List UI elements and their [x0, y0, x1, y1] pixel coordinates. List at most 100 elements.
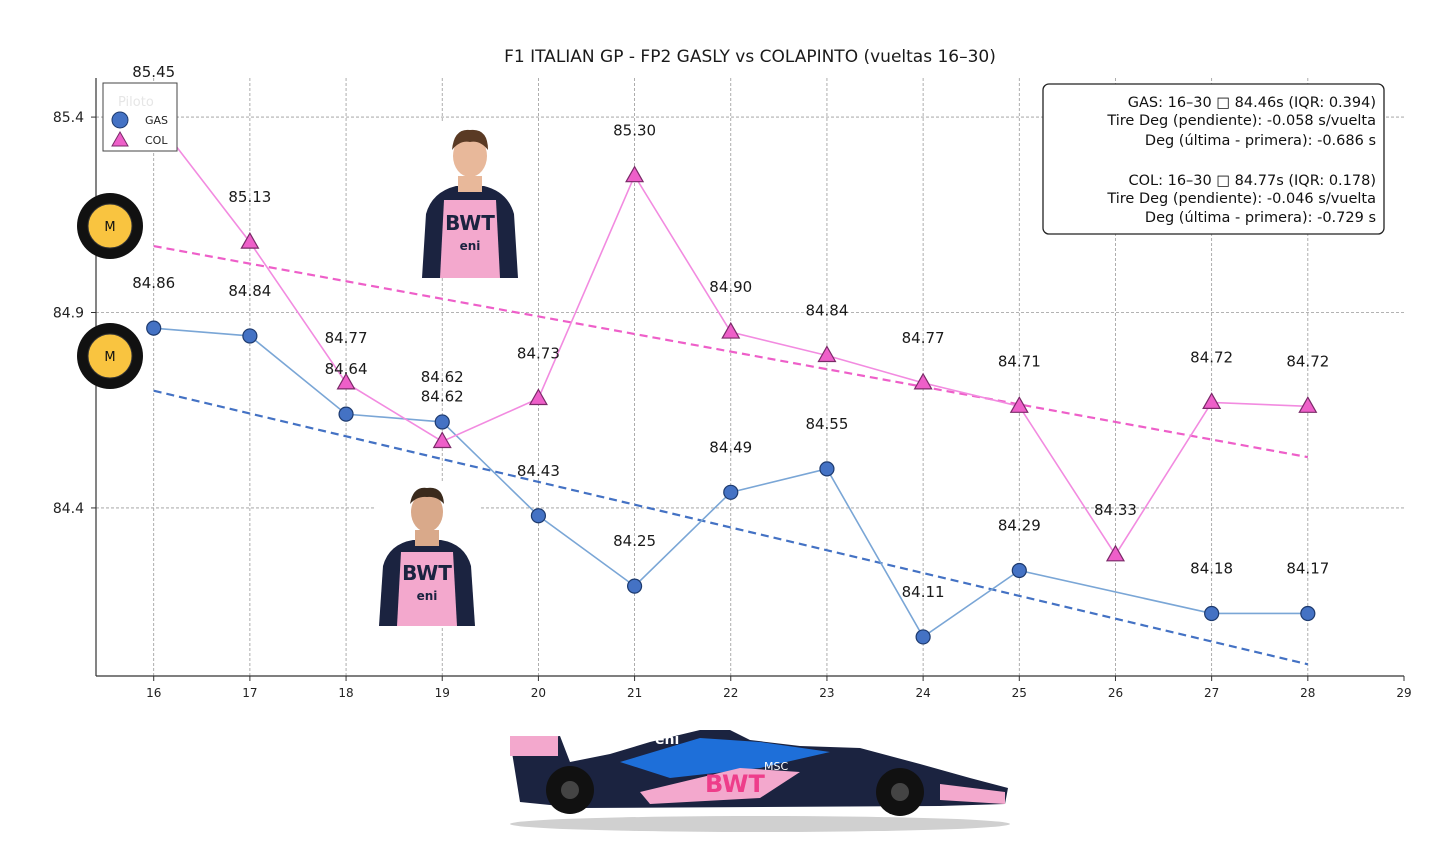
car-livery-msc: MSC: [764, 760, 788, 773]
stats-line-gas-median: GAS: 16–30 □ 84.46s (IQR: 0.394): [1128, 95, 1376, 111]
data-point-col: [1202, 392, 1222, 410]
data-label-col: 85.45: [132, 63, 175, 81]
tyre-badges: MM: [77, 193, 143, 389]
x-tick-label: 24: [915, 686, 930, 700]
data-point-col: [1298, 396, 1318, 413]
data-label-col: 84.73: [517, 344, 560, 362]
y-tick-label: 84.4: [53, 501, 84, 517]
data-point-col: [432, 431, 452, 449]
data-label-gas: 84.84: [228, 282, 271, 300]
tyre-badge-letter: M: [104, 220, 115, 235]
data-label-gas: 84.17: [1286, 559, 1329, 577]
data-label-gas: 84.29: [998, 516, 1041, 534]
kit-text-bottom: BWT: [402, 561, 452, 585]
x-tick-label: 29: [1396, 686, 1411, 700]
x-tick-label: 23: [819, 686, 834, 700]
data-label-col: 84.71: [998, 352, 1041, 370]
x-tick-label: 26: [1108, 686, 1123, 700]
legend-marker-col: [111, 130, 129, 147]
data-point-col: [1009, 396, 1029, 413]
y-tick-label: 85.4: [53, 110, 84, 126]
trend-lines: [153, 244, 1309, 666]
data-point-gas: [626, 578, 643, 594]
data-label-gas: 84.64: [325, 360, 368, 378]
data-label-gas: 84.49: [709, 438, 752, 456]
alpine-f1-car: BWT eni MSC: [510, 730, 1010, 832]
data-point-col: [528, 388, 548, 406]
x-tick-label: 18: [338, 686, 353, 700]
data-point-col: [817, 345, 837, 363]
driver-photo-colapinto: BWT eni: [418, 122, 522, 278]
data-point-col: [721, 321, 741, 339]
data-point-gas: [146, 320, 162, 336]
data-label-gas: 84.18: [1190, 559, 1233, 577]
data-point-gas: [915, 629, 931, 645]
stats-box: GAS: 16–30 □ 84.46s (IQR: 0.394) Tire De…: [1042, 83, 1385, 235]
data-point-col: [336, 372, 356, 390]
data-point-col: [913, 372, 933, 390]
x-tick-label: 25: [1012, 686, 1027, 700]
data-label-gas: 84.25: [613, 532, 656, 550]
x-tick-label: 22: [723, 686, 738, 700]
x-tick-label: 17: [242, 686, 257, 700]
stats-line-col-median: COL: 16–30 □ 84.77s (IQR: 0.178): [1129, 173, 1377, 189]
data-label-col: 84.84: [805, 302, 848, 320]
data-label-col: 84.77: [902, 329, 945, 347]
data-point-col: [1105, 544, 1125, 562]
data-label-col: 85.30: [613, 122, 656, 140]
tyre-badge-inner: [87, 333, 133, 379]
data-label-col: 84.72: [1190, 348, 1233, 366]
data-label-col: 85.13: [228, 188, 271, 206]
data-point-gas: [1204, 605, 1220, 622]
data-label-gas: 84.43: [517, 462, 560, 480]
data-label-gas: 84.55: [805, 415, 848, 433]
stats-line-gas-deg: Deg (última - primera): -0.686 s: [1145, 133, 1376, 149]
stats-line-col-slope: Tire Deg (pendiente): -0.046 s/vuelta: [1106, 191, 1376, 207]
stats-line-gas-slope: Tire Deg (pendiente): -0.058 s/vuelta: [1106, 113, 1376, 129]
data-label-col: 84.77: [325, 329, 368, 347]
driver-photo-gasly: BWT eni: [375, 482, 479, 626]
legend-label-col: COL: [145, 134, 168, 147]
tyre-badge-m: M: [77, 193, 143, 259]
legend-title: Piloto: [118, 95, 154, 110]
data-point-gas: [434, 414, 450, 430]
data-label-gas: 84.11: [902, 583, 945, 601]
kit-text-top: BWT: [445, 211, 495, 235]
series-line-gas: [153, 327, 1308, 639]
data-label-col: 84.62: [421, 387, 464, 405]
trend-line-col: [153, 244, 1309, 459]
x-tick-label: 20: [531, 686, 546, 700]
tyre-badge-inner: [87, 203, 133, 249]
kit-sponsor-top: eni: [460, 239, 481, 253]
x-tick-label: 19: [435, 686, 450, 700]
data-label-col: 84.72: [1286, 352, 1329, 370]
data-labels: 84.86 84.84 84.64 84.62 84.43 84.25 84.49 84.55…: [132, 63, 1329, 601]
car-livery-bwt: BWT: [705, 770, 765, 798]
data-label-col: 84.90: [709, 278, 752, 296]
data-label-gas: 84.62: [421, 368, 464, 386]
stats-line-col-deg: Deg (última - primera): -0.729 s: [1145, 210, 1376, 226]
tyre-badge-letter: M: [104, 350, 115, 365]
data-point-gas: [819, 461, 835, 477]
data-point-gas: [1300, 605, 1316, 622]
tyre-badge-m: M: [77, 323, 143, 389]
data-label-gas: 84.86: [132, 274, 175, 292]
data-point-col: [625, 165, 645, 183]
data-point-gas: [530, 508, 547, 524]
data-point-gas: [242, 328, 258, 344]
data-point-gas: [338, 406, 354, 422]
x-tick-label: 27: [1204, 686, 1219, 700]
trend-line-gas: [153, 389, 1309, 666]
kit-sponsor-bottom: eni: [417, 589, 438, 603]
data-point-gas: [723, 484, 739, 500]
axes: 16 17 18 19 20 21 22 23 24 25 26 27 28 29 84.4 84.9 85.4: [53, 78, 1412, 700]
data-label-col: 84.33: [1094, 501, 1137, 519]
x-tick-label: 16: [146, 686, 161, 700]
chart-title: F1 ITALIAN GP - FP2 GASLY vs COLAPINTO (…: [504, 47, 996, 67]
y-tick-label: 84.9: [53, 306, 84, 322]
legend: Piloto GAS COL: [102, 82, 178, 152]
legend-label-gas: GAS: [145, 114, 168, 127]
data-point-col: [240, 231, 260, 249]
x-tick-label: 21: [627, 686, 642, 700]
